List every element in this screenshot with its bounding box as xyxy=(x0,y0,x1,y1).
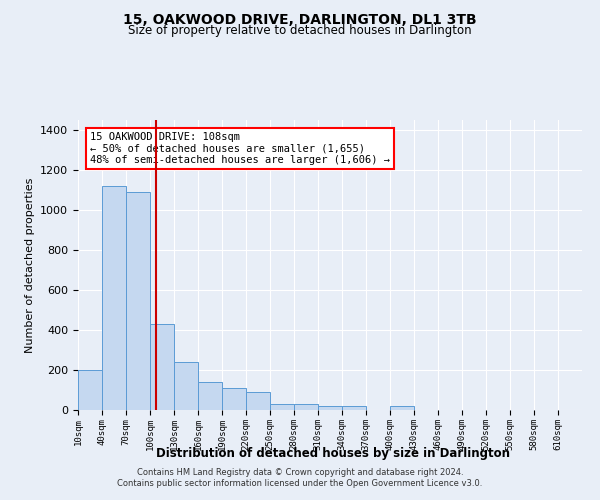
Text: Size of property relative to detached houses in Darlington: Size of property relative to detached ho… xyxy=(128,24,472,37)
Bar xyxy=(127,192,149,410)
Bar xyxy=(343,406,365,410)
Text: Contains HM Land Registry data © Crown copyright and database right 2024.
Contai: Contains HM Land Registry data © Crown c… xyxy=(118,468,482,487)
Text: 15, OAKWOOD DRIVE, DARLINGTON, DL1 3TB: 15, OAKWOOD DRIVE, DARLINGTON, DL1 3TB xyxy=(123,12,477,26)
Bar xyxy=(271,404,293,410)
Bar xyxy=(223,388,245,410)
Bar xyxy=(199,382,221,410)
Bar xyxy=(103,186,125,410)
Bar xyxy=(391,406,413,410)
Bar xyxy=(151,324,173,410)
Text: 15 OAKWOOD DRIVE: 108sqm
← 50% of detached houses are smaller (1,655)
48% of sem: 15 OAKWOOD DRIVE: 108sqm ← 50% of detach… xyxy=(90,132,390,165)
Bar xyxy=(247,392,269,410)
Bar xyxy=(175,362,197,410)
Bar xyxy=(79,370,101,410)
Bar xyxy=(295,404,317,410)
Y-axis label: Number of detached properties: Number of detached properties xyxy=(25,178,35,352)
Text: Distribution of detached houses by size in Darlington: Distribution of detached houses by size … xyxy=(156,448,510,460)
Bar xyxy=(319,406,341,410)
